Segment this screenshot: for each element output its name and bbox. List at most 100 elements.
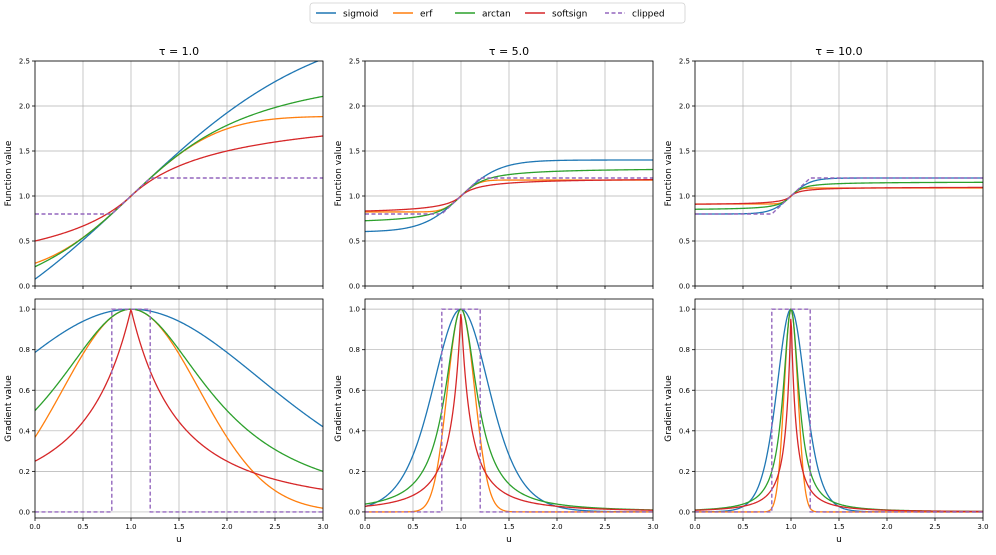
panel-gradient-tau-1-ytick-label: 0.2 bbox=[19, 468, 30, 476]
panel-gradient-tau-5-xtick-label: 1.0 bbox=[455, 523, 466, 531]
series-sigmoid-tau-1-function bbox=[35, 61, 320, 280]
panel-gradient-tau-1-xtick-label: 0.0 bbox=[29, 523, 40, 531]
panel-gradient-tau-5-ytick-label: 0.0 bbox=[349, 508, 360, 516]
series-softsign-tau-5-gradient bbox=[365, 314, 653, 511]
panel-function-tau-5-ytick-label: 1.0 bbox=[349, 193, 360, 201]
panel-title-tau-5: τ = 5.0 bbox=[489, 45, 529, 58]
panel-gradient-tau-1-xtick-label: 0.5 bbox=[77, 523, 88, 531]
panel-gradient-tau-10: 0.0 0.2 0.4 0.6 0.8 1.0 0.0 0.5 1.0 1.5 2.0 2.5 3.0 G… bbox=[664, 298, 989, 545]
panel-gradient-tau-10-xtick-label: 0.0 bbox=[689, 523, 700, 531]
panel-function-tau-5-ylabel: Function value bbox=[334, 140, 344, 206]
panel-gradient-tau-5-xtick-label: 3.0 bbox=[647, 523, 658, 531]
series-softsign-tau-10-function bbox=[695, 186, 983, 205]
x-axis-label-tau-5: u bbox=[506, 535, 512, 545]
panel-gradient-tau-1-ytick-label: 0.6 bbox=[19, 387, 31, 395]
panel-function-tau-10-ytick-label: 0.0 bbox=[679, 283, 690, 291]
panel-function-tau-5-ytick-label: 0.5 bbox=[349, 238, 360, 246]
panel-function-tau-5-ytick-label: 2.0 bbox=[349, 103, 360, 111]
panel-function-tau-1-ytick-label: 0.0 bbox=[19, 283, 30, 291]
legend-label-softsign: softsign bbox=[552, 10, 587, 20]
panel-function-tau-1-ytick-label: 2.0 bbox=[19, 103, 30, 111]
panel-gradient-tau-10-ytick-label: 0.2 bbox=[679, 468, 690, 476]
series-clipped-tau-1-gradient bbox=[35, 308, 323, 513]
panel-gradient-tau-1-xtick-label: 2.5 bbox=[269, 523, 280, 531]
x-axis-label-tau-10: u bbox=[836, 535, 842, 545]
panel-gradient-tau-1-xtick-label: 1.0 bbox=[125, 523, 136, 531]
series-clipped-tau-1-function bbox=[35, 177, 323, 215]
panel-gradient-tau-10-xtick-label: 2.0 bbox=[881, 523, 892, 531]
legend-label-sigmoid: sigmoid bbox=[343, 10, 378, 20]
legend-box bbox=[309, 2, 686, 24]
series-arctan-tau-1-function bbox=[35, 95, 323, 268]
panel-gradient-tau-1-ytick-label: 0.8 bbox=[19, 346, 30, 354]
panel-function-tau-1-ylabel: Function value bbox=[4, 140, 14, 206]
panel-gradient-tau-1-ytick-label: 1.0 bbox=[19, 306, 30, 314]
panel-gradient-tau-1-xtick-label: 1.5 bbox=[173, 523, 184, 531]
panel-gradient-tau-10-xtick-label: 2.5 bbox=[929, 523, 940, 531]
series-clipped-tau-5-function bbox=[365, 177, 653, 215]
series-sigmoid-tau-5-function bbox=[365, 159, 653, 233]
panel-function-tau-10-ytick-label: 1.0 bbox=[679, 193, 690, 201]
series-arctan-tau-5-function bbox=[365, 168, 653, 222]
panel-gradient-tau-5-ytick-label: 0.6 bbox=[349, 387, 361, 395]
panel-gradient-tau-1-xtick-label: 3.0 bbox=[317, 523, 328, 531]
panel-function-tau-10-ytick-label: 2.0 bbox=[679, 103, 690, 111]
panel-function-tau-5-ytick-label: 0.0 bbox=[349, 283, 360, 291]
panel-function-tau-1-ytick-label: 2.5 bbox=[19, 58, 30, 66]
panel-gradient-tau-5-ytick-label: 1.0 bbox=[349, 306, 360, 314]
panel-function-tau-1-ytick-label: 0.5 bbox=[19, 238, 30, 246]
series-clipped-tau-5-gradient bbox=[365, 308, 653, 513]
series-clipped-tau-10-gradient bbox=[695, 308, 983, 513]
panel-gradient-tau-1-xtick-label: 2.0 bbox=[221, 523, 232, 531]
panel-function-tau-5-ytick-label: 2.5 bbox=[349, 58, 360, 66]
panel-gradient-tau-1: 0.0 0.2 0.4 0.6 0.8 1.0 0.0 0.5 1.0 1.5 2.0 2.5 3.0 G… bbox=[4, 298, 329, 545]
panel-gradient-tau-1-ytick-label: 0.0 bbox=[19, 508, 30, 516]
panel-gradient-tau-10-ytick-label: 0.6 bbox=[679, 387, 691, 395]
panel-gradient-tau-5-xtick-label: 0.5 bbox=[407, 523, 418, 531]
panel-function-tau-10-ytick-label: 2.5 bbox=[679, 58, 690, 66]
panel-function-tau-10-ylabel: Function value bbox=[664, 140, 674, 206]
panel-gradient-tau-5-xtick-label: 2.0 bbox=[551, 523, 562, 531]
series-arctan-tau-5-gradient bbox=[365, 308, 653, 511]
series-arctan-tau-1-gradient bbox=[35, 308, 323, 472]
panel-function-tau-10-ytick-label: 1.5 bbox=[679, 148, 690, 156]
panel-gradient-tau-10-xtick-label: 1.0 bbox=[785, 523, 796, 531]
panel-gradient-tau-5-xtick-label: 2.5 bbox=[599, 523, 610, 531]
panel-title-tau-10: τ = 10.0 bbox=[815, 45, 862, 58]
panel-gradient-tau-5-ytick-label: 0.4 bbox=[349, 427, 361, 435]
series-erf-tau-1-gradient bbox=[35, 308, 323, 509]
panel-gradient-tau-10-ytick-label: 0.8 bbox=[679, 346, 690, 354]
panel-gradient-tau-5-xtick-label: 1.5 bbox=[503, 523, 514, 531]
x-axis-label-tau-1: u bbox=[176, 535, 182, 545]
series-softsign-tau-1-function bbox=[35, 135, 323, 242]
panel-function-tau-5-ytick-label: 1.5 bbox=[349, 148, 360, 156]
legend-label-erf: erf bbox=[420, 10, 433, 20]
panel-function-tau-5: 0.0 0.5 1.0 1.5 2.0 2.5 Function value τ = 5.0 bbox=[334, 45, 654, 291]
series-softsign-tau-5-function bbox=[365, 178, 653, 212]
panel-gradient-tau-5: 0.0 0.2 0.4 0.6 0.8 1.0 0.0 0.5 1.0 1.5 2.0 2.5 3.0 G… bbox=[334, 298, 659, 545]
panel-gradient-tau-10-xtick-label: 0.5 bbox=[737, 523, 748, 531]
panel-gradient-tau-10-ytick-label: 0.4 bbox=[679, 427, 691, 435]
panel-gradient-tau-1-ytick-label: 0.4 bbox=[19, 427, 31, 435]
series-clipped-tau-10-function bbox=[695, 177, 983, 215]
panel-function-tau-10: 0.0 0.5 1.0 1.5 2.0 2.5 Function value τ = 10.0 bbox=[664, 45, 984, 291]
panel-gradient-tau-10-xtick-label: 3.0 bbox=[977, 523, 988, 531]
panel-function-tau-10-ytick-label: 0.5 bbox=[679, 238, 690, 246]
legend-label-arctan: arctan bbox=[482, 10, 511, 20]
series-softsign-tau-1-gradient bbox=[35, 308, 323, 491]
panel-gradient-tau-5-ylabel: Gradient value bbox=[334, 375, 344, 442]
panel-gradient-tau-1-ylabel: Gradient value bbox=[4, 375, 14, 442]
panel-gradient-tau-10-xtick-label: 1.5 bbox=[833, 523, 844, 531]
panel-function-tau-1-ytick-label: 1.5 bbox=[19, 148, 30, 156]
legend-label-clipped: clipped bbox=[632, 10, 665, 20]
panel-gradient-tau-10-ylabel: Gradient value bbox=[664, 375, 674, 442]
series-sigmoid-tau-1-gradient bbox=[35, 308, 323, 428]
panel-function-tau-1: 0.0 0.5 1.0 1.5 2.0 2.5 Function value τ = 1.0 bbox=[4, 45, 324, 291]
panel-title-tau-1: τ = 1.0 bbox=[159, 45, 199, 58]
panel-gradient-tau-10-ytick-label: 1.0 bbox=[679, 306, 690, 314]
panel-gradient-tau-5-ytick-label: 0.8 bbox=[349, 346, 360, 354]
series-arctan-tau-10-function bbox=[695, 181, 983, 210]
panel-gradient-tau-5-xtick-label: 0.0 bbox=[359, 523, 370, 531]
panel-gradient-tau-5-ytick-label: 0.2 bbox=[349, 468, 360, 476]
